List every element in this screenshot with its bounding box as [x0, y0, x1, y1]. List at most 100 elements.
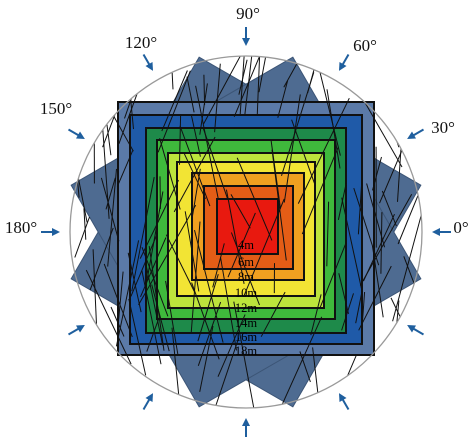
depth-label-16m: 16m [235, 330, 258, 344]
hatch-line [299, 351, 311, 383]
depth-label-8m: 8m [238, 270, 254, 284]
hatch-line [139, 179, 179, 259]
hatch-line [358, 265, 392, 331]
hatch-line [361, 291, 366, 324]
hatch-line [363, 213, 395, 282]
hatch-line [117, 271, 124, 327]
hatch-line [372, 156, 382, 191]
hatch-line [220, 257, 237, 351]
depth-label-4m: 4m [238, 238, 254, 252]
hatch-line [258, 56, 269, 93]
hatch-line [380, 212, 383, 274]
depth-labels: 4m 6m 8m 10m 12m 14m 16m 18m [235, 238, 258, 358]
direction-arrow-60 [339, 53, 350, 71]
hatch-line [169, 56, 174, 90]
boundary-circle [69, 55, 423, 409]
direction-arrow-330 [407, 325, 425, 336]
angle-label-120: 120° [125, 33, 157, 52]
hatch-line [243, 198, 285, 296]
hatch-line [270, 139, 281, 209]
direction-arrow-150 [67, 128, 85, 139]
hatch-line [145, 262, 164, 346]
arrow-shaft [142, 53, 151, 67]
hatch-line [341, 197, 363, 294]
hatch-line [353, 187, 380, 266]
arrow-head [339, 393, 347, 402]
hatch-line [281, 72, 315, 176]
hatch-line [230, 232, 260, 306]
hatch-line [83, 208, 87, 240]
angle-labels: 90° 60° 120° 30° 150° 0° 180° [5, 4, 469, 237]
hatch-line [390, 297, 417, 350]
angle-label-180: 180° [5, 218, 37, 237]
hatch-line [244, 56, 256, 116]
arrow-head [145, 393, 153, 402]
direction-arrow-240 [142, 393, 153, 411]
direction-arrow-300 [339, 393, 350, 411]
angle-label-0: 0° [453, 218, 468, 237]
direction-arrow-210 [67, 325, 85, 336]
hatch-line [212, 337, 240, 408]
hatch-line [233, 301, 256, 408]
hatch-line [165, 234, 195, 292]
hatch-line [105, 177, 116, 210]
hatch-line [74, 216, 90, 258]
hatch-line [338, 273, 349, 315]
hatch-line [191, 282, 220, 360]
arrow-head [339, 62, 347, 71]
hatch-line [212, 243, 225, 288]
hatch-line [197, 274, 219, 342]
hatch-line [165, 280, 179, 355]
hatch-line [85, 269, 132, 365]
hatch-line [199, 83, 208, 135]
hatch-line [138, 204, 197, 306]
direction-arrow-90 [242, 27, 250, 46]
hatch-line [148, 246, 165, 351]
hatch-line [127, 252, 142, 313]
hatch-line [195, 85, 219, 200]
arrow-head [242, 418, 250, 426]
hatch-line [381, 190, 397, 227]
hatch-line [227, 212, 256, 278]
arrow-shaft [341, 397, 350, 411]
hatch-line [100, 177, 120, 242]
hatch-line [125, 57, 145, 96]
hatch-line [159, 138, 181, 210]
hatch-line [116, 364, 133, 398]
hatch-line [310, 294, 322, 336]
arrow-shaft [67, 128, 81, 137]
direction-arrow-270 [242, 418, 250, 437]
arrow-head [242, 38, 250, 46]
hatch-line [214, 63, 221, 133]
hatch-line [141, 270, 162, 365]
direction-arrow-30 [407, 128, 425, 139]
arrow-head [76, 325, 85, 333]
hatch-line [179, 115, 182, 165]
hatch-line [283, 94, 301, 203]
hatch-line [301, 147, 339, 235]
level-square-4m [216, 198, 279, 255]
arrow-head [145, 62, 153, 71]
hatch-line [110, 306, 125, 337]
hatch-line [326, 89, 341, 169]
hatch-line [391, 68, 400, 111]
hatch-line [279, 316, 323, 408]
hatch-line [341, 293, 354, 331]
hatch-line [387, 324, 421, 407]
direction-arrow-180 [41, 228, 60, 236]
arrow-head [407, 325, 416, 333]
hatch-line [394, 56, 422, 101]
angle-label-150: 150° [40, 99, 72, 118]
hatch-line [103, 263, 133, 338]
hatch-line [328, 354, 357, 408]
arrow-shaft [142, 397, 151, 411]
angle-label-60: 60° [353, 36, 377, 55]
hatch-line [151, 284, 170, 352]
direction-arrow-0 [432, 228, 451, 236]
hatch-line [146, 316, 160, 352]
arrow-shaft [411, 128, 425, 137]
hatch-line [202, 126, 229, 200]
hatch-line [184, 211, 200, 292]
